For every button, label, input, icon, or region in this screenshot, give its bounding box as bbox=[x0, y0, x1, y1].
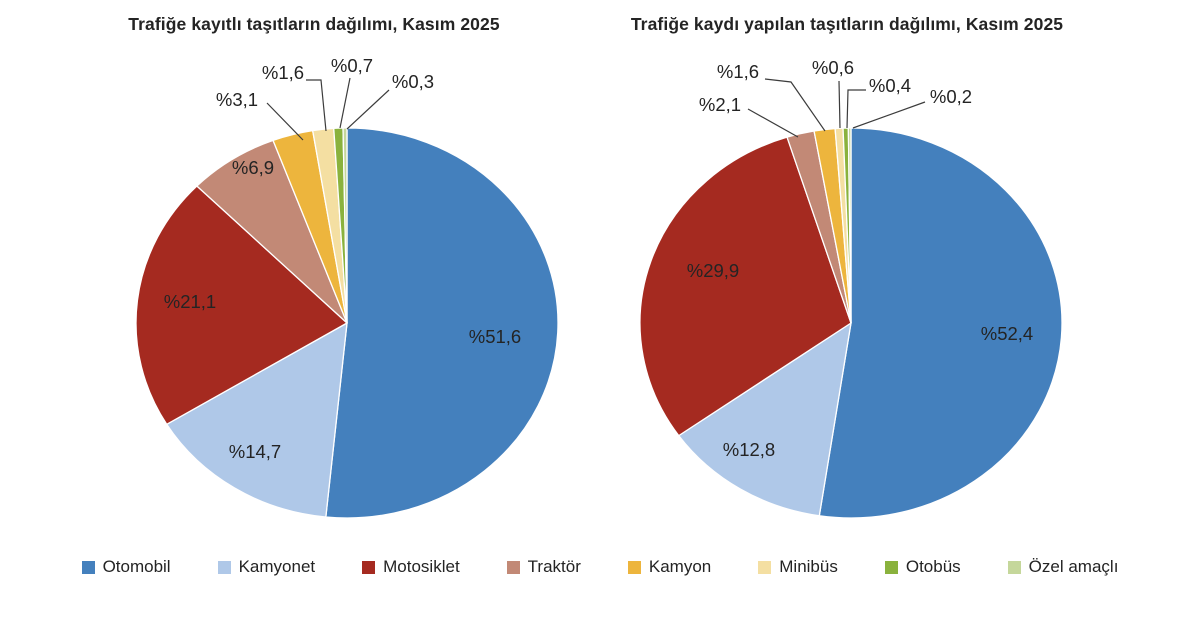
pie-slice-otomobil bbox=[819, 128, 1062, 518]
slice-label-kamyonet: %12,8 bbox=[722, 439, 776, 460]
slice-label-minib-s: %0,6 bbox=[811, 57, 855, 78]
slice-label-trakt-r: %6,9 bbox=[231, 157, 275, 178]
left-chart-title: Trafiğe kayıtlı taşıtların dağılımı, Kas… bbox=[128, 14, 500, 34]
legend-item-otomobil: Otomobil bbox=[81, 557, 171, 577]
leader-line bbox=[764, 78, 826, 132]
legend-label: Minibüs bbox=[779, 557, 838, 576]
legend-swatch bbox=[217, 560, 231, 574]
leader-line bbox=[346, 89, 390, 130]
pie-slice-kamyonet bbox=[167, 323, 347, 517]
legend-label: Traktör bbox=[527, 557, 581, 576]
slice-label-otob-s: %0,4 bbox=[868, 75, 912, 96]
legend-item-minibus: Minibüs bbox=[758, 557, 838, 577]
legend-swatch bbox=[884, 560, 898, 574]
legend-item-motosiklet: Motosiklet bbox=[362, 557, 460, 577]
slice-label-kamyon: %3,1 bbox=[215, 89, 259, 110]
legend-label: Özel amaçlı bbox=[1028, 557, 1119, 576]
slice-label-otomobil: %51,6 bbox=[468, 326, 522, 347]
legend-item-kamyonet: Kamyonet bbox=[217, 557, 316, 577]
legend-label: Otobüs bbox=[905, 557, 961, 576]
slice-label-otomobil: %52,4 bbox=[980, 323, 1034, 344]
legend-label: Kamyonet bbox=[238, 557, 316, 576]
legend-item-ozel-amacli: Özel amaçlı bbox=[1007, 557, 1119, 577]
legend-swatch bbox=[758, 560, 772, 574]
slice-label-trakt-r: %2,1 bbox=[698, 94, 742, 115]
legend-label: Kamyon bbox=[648, 557, 712, 576]
slice-label--zel-ama-l-: %0,3 bbox=[391, 71, 435, 92]
slice-label-kamyon: %1,6 bbox=[716, 61, 760, 82]
legend-swatch bbox=[362, 560, 376, 574]
leader-line bbox=[306, 79, 327, 132]
legend-label: Otomobil bbox=[102, 557, 171, 576]
leader-line bbox=[838, 80, 841, 129]
legend-item-traktor: Traktör bbox=[506, 557, 581, 577]
right-chart-title: Trafiğe kaydı yapılan taşıtların dağılım… bbox=[630, 14, 1064, 34]
legend-swatch bbox=[81, 560, 95, 574]
legend-item-otobus: Otobüs bbox=[884, 557, 961, 577]
legend-swatch bbox=[506, 560, 520, 574]
leader-line bbox=[846, 89, 866, 129]
slice-label-motosiklet: %29,9 bbox=[686, 260, 740, 281]
slice-label-motosiklet: %21,1 bbox=[163, 291, 217, 312]
legend-swatch bbox=[627, 560, 641, 574]
pie-slice-otomobil bbox=[326, 128, 558, 518]
leader-line bbox=[852, 101, 926, 129]
slice-label-minib-s: %1,6 bbox=[261, 62, 305, 83]
legend-swatch bbox=[1007, 560, 1021, 574]
legend-item-kamyon: Kamyon bbox=[627, 557, 712, 577]
pie-slice-motosiklet bbox=[136, 186, 347, 424]
pie-slice-motosiklet bbox=[640, 137, 851, 435]
leader-line bbox=[339, 77, 351, 129]
slice-label-kamyonet: %14,7 bbox=[228, 441, 282, 462]
legend-label: Motosiklet bbox=[383, 557, 460, 576]
pie-chart-left bbox=[136, 128, 558, 518]
pie-slice-kamyonet bbox=[679, 323, 851, 516]
chart-legend: Otomobil Kamyonet Motosiklet Traktör Kam… bbox=[0, 557, 1200, 577]
slice-label-otob-s: %0,7 bbox=[330, 55, 374, 76]
slice-label--zel-ama-l-: %0,2 bbox=[929, 86, 973, 107]
